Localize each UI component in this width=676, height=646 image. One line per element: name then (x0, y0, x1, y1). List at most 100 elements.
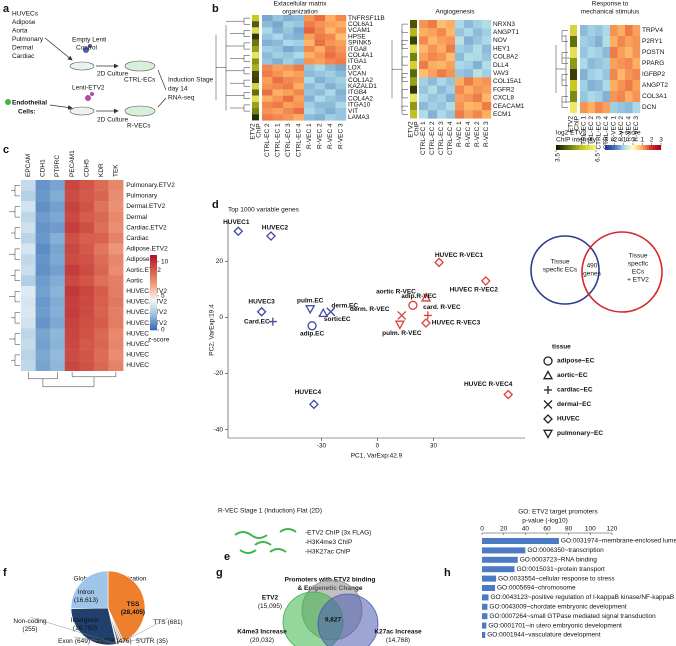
heat-cell (314, 70, 326, 78)
heat-cell (587, 58, 596, 70)
heat-cell (580, 58, 588, 70)
heat-cell (446, 110, 456, 119)
heat-cell (64, 307, 80, 318)
heat-cell (482, 102, 492, 111)
heat-cell (455, 69, 465, 78)
colorbar-tick-label: -2 (611, 137, 617, 144)
gene-label: TRPV4 (642, 27, 663, 34)
venn-label: 490 (587, 263, 598, 270)
colorbar-step (150, 277, 157, 281)
sample-label: CTRL-EC 4 (603, 116, 610, 150)
heat-cell (35, 360, 51, 371)
heat-cell (293, 101, 305, 109)
legend-title: log2 ETV2 (556, 130, 587, 137)
heat-cell (272, 70, 284, 78)
colorbar-step (617, 145, 620, 150)
heat-cell (455, 102, 465, 111)
colorbar-step (609, 145, 612, 150)
heat-cell (50, 349, 65, 361)
heat-cell (64, 190, 80, 202)
heat-cell (314, 114, 326, 121)
heat-cell (580, 102, 588, 114)
colorbar-step (635, 145, 638, 150)
x-axis-label: p-value (-log10) (522, 518, 568, 525)
dendrogram (11, 269, 20, 281)
heat-cell (602, 102, 611, 114)
heat-cell (79, 243, 95, 255)
heat-cell (464, 28, 474, 37)
panel-e-art (234, 528, 297, 554)
x-tick-label: 100 (585, 526, 596, 533)
chip-cell (252, 114, 259, 121)
heat-cell (617, 47, 626, 59)
heat-cell (304, 46, 315, 53)
heat-cell (79, 360, 95, 371)
sample-label: CTRL-EC 3 (595, 116, 602, 150)
point-label: pulm.EC (297, 298, 324, 305)
dendrogram (226, 17, 250, 25)
venn-label: specfic (628, 261, 649, 268)
sample-label: CTRL-EC 4 (447, 121, 454, 155)
x-tick-label: 60 (543, 526, 551, 533)
colorbar-step (150, 267, 157, 271)
legend-label: adipose−EC (557, 358, 595, 365)
heat-cell (108, 360, 124, 371)
dendrogram (9, 248, 20, 260)
slice-label: Non-coding (255) (13, 618, 47, 633)
heat-cell (446, 102, 456, 111)
pie-slice (70, 607, 117, 646)
gene-label: VCAN (348, 71, 366, 78)
colorbar-step (574, 145, 577, 150)
heat-cell (617, 36, 626, 48)
stage-label: RNA-seq (168, 95, 195, 102)
y-tick-label: 0 (219, 314, 223, 321)
heat-cell (587, 36, 596, 48)
colorbar-step (621, 145, 624, 150)
heat-cell (304, 77, 315, 84)
sample-label: Cardiac.ETV2 (126, 224, 167, 231)
heat-cell (335, 21, 347, 28)
bar (482, 632, 486, 638)
dendrogram (28, 371, 117, 388)
heat-cell (94, 317, 109, 329)
heat-cell (272, 101, 284, 109)
heat-cell (625, 25, 633, 37)
point-marker (503, 389, 514, 400)
heat-cell (94, 307, 109, 318)
heat-cell (464, 52, 474, 62)
chip-cell (410, 44, 417, 53)
heat-cell (335, 64, 347, 71)
heat-cell (325, 39, 336, 47)
leader-line (122, 617, 169, 643)
slice-name: Intergenic (71, 617, 100, 624)
point-marker (434, 257, 444, 268)
heat-cell (632, 69, 641, 81)
gene-label: ITGA10 (348, 102, 371, 109)
heat-cell (272, 95, 284, 102)
chip-cell (410, 85, 417, 94)
colorbar-step (590, 145, 593, 150)
point-marker (256, 306, 267, 317)
heat-cell (428, 20, 438, 29)
heat-cell (473, 102, 483, 111)
colorbar-step (150, 285, 157, 288)
colorbar-step (657, 145, 660, 150)
heat-cell (272, 77, 284, 84)
gene-label: EPCAM (25, 154, 32, 177)
colorbar-label: z-score (148, 337, 170, 344)
colorbar-step (150, 270, 157, 273)
heat-cell (428, 102, 438, 111)
bar (482, 585, 495, 591)
dendrogram (230, 55, 250, 62)
heat-cell (272, 58, 284, 65)
gene-label: COL3A1 (642, 93, 667, 100)
heat-cell (64, 222, 80, 234)
heat-cell (21, 328, 36, 340)
heat-cell (272, 114, 284, 121)
gene-label: DLL4 (493, 62, 509, 69)
heat-cell (437, 93, 447, 103)
leader-line (121, 636, 153, 643)
heat-cell (304, 52, 315, 59)
x-axis-label: PC1, VarExp:42.9 (351, 453, 403, 460)
sample-label: Adipose (126, 256, 150, 263)
